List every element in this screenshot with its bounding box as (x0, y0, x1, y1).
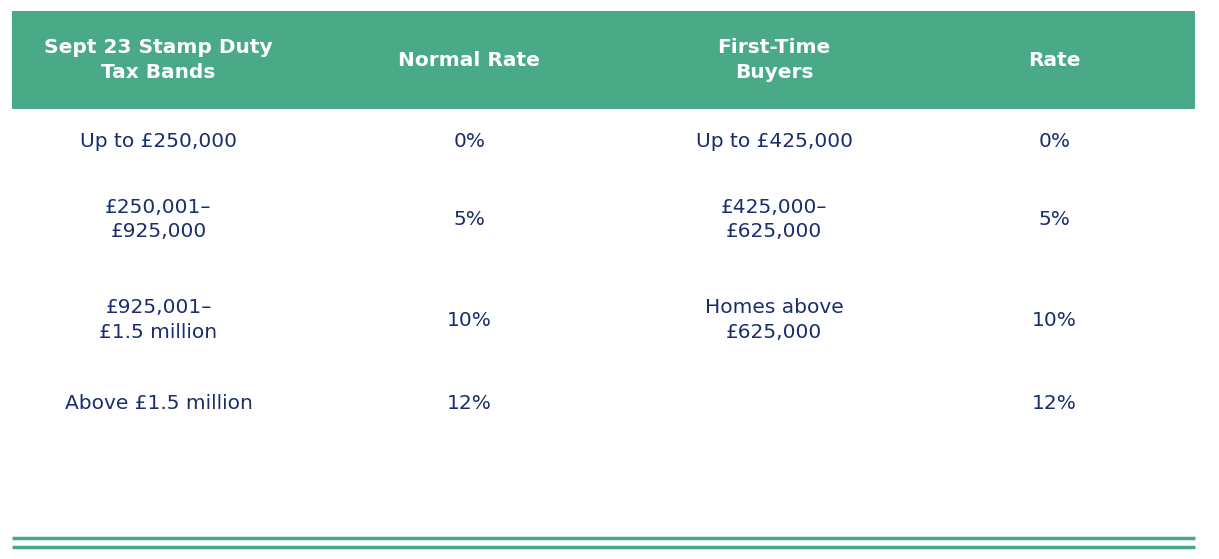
Text: 10%: 10% (1032, 311, 1076, 329)
Text: Sept 23 Stamp Duty
Tax Bands: Sept 23 Stamp Duty Tax Bands (44, 39, 273, 82)
Text: 0%: 0% (1039, 132, 1070, 150)
Text: Normal Rate: Normal Rate (399, 51, 540, 69)
Text: £425,000–
£625,000: £425,000– £625,000 (720, 198, 828, 241)
Text: £925,001–
£1.5 million: £925,001– £1.5 million (100, 299, 217, 342)
Text: Up to £425,000: Up to £425,000 (696, 132, 852, 150)
Text: Rate: Rate (1028, 51, 1081, 69)
Bar (12, 11, 1195, 109)
Text: 5%: 5% (1039, 210, 1070, 229)
Text: 12%: 12% (447, 395, 491, 413)
Text: £250,001–
£925,000: £250,001– £925,000 (105, 198, 212, 241)
Text: 10%: 10% (447, 311, 491, 329)
Text: 0%: 0% (453, 132, 485, 150)
Text: 5%: 5% (453, 210, 485, 229)
Text: Above £1.5 million: Above £1.5 million (65, 395, 252, 413)
Text: First-Time
Buyers: First-Time Buyers (718, 39, 830, 82)
Text: Homes above
£625,000: Homes above £625,000 (705, 299, 844, 342)
Text: Up to £250,000: Up to £250,000 (80, 132, 236, 150)
Text: 12%: 12% (1032, 395, 1076, 413)
